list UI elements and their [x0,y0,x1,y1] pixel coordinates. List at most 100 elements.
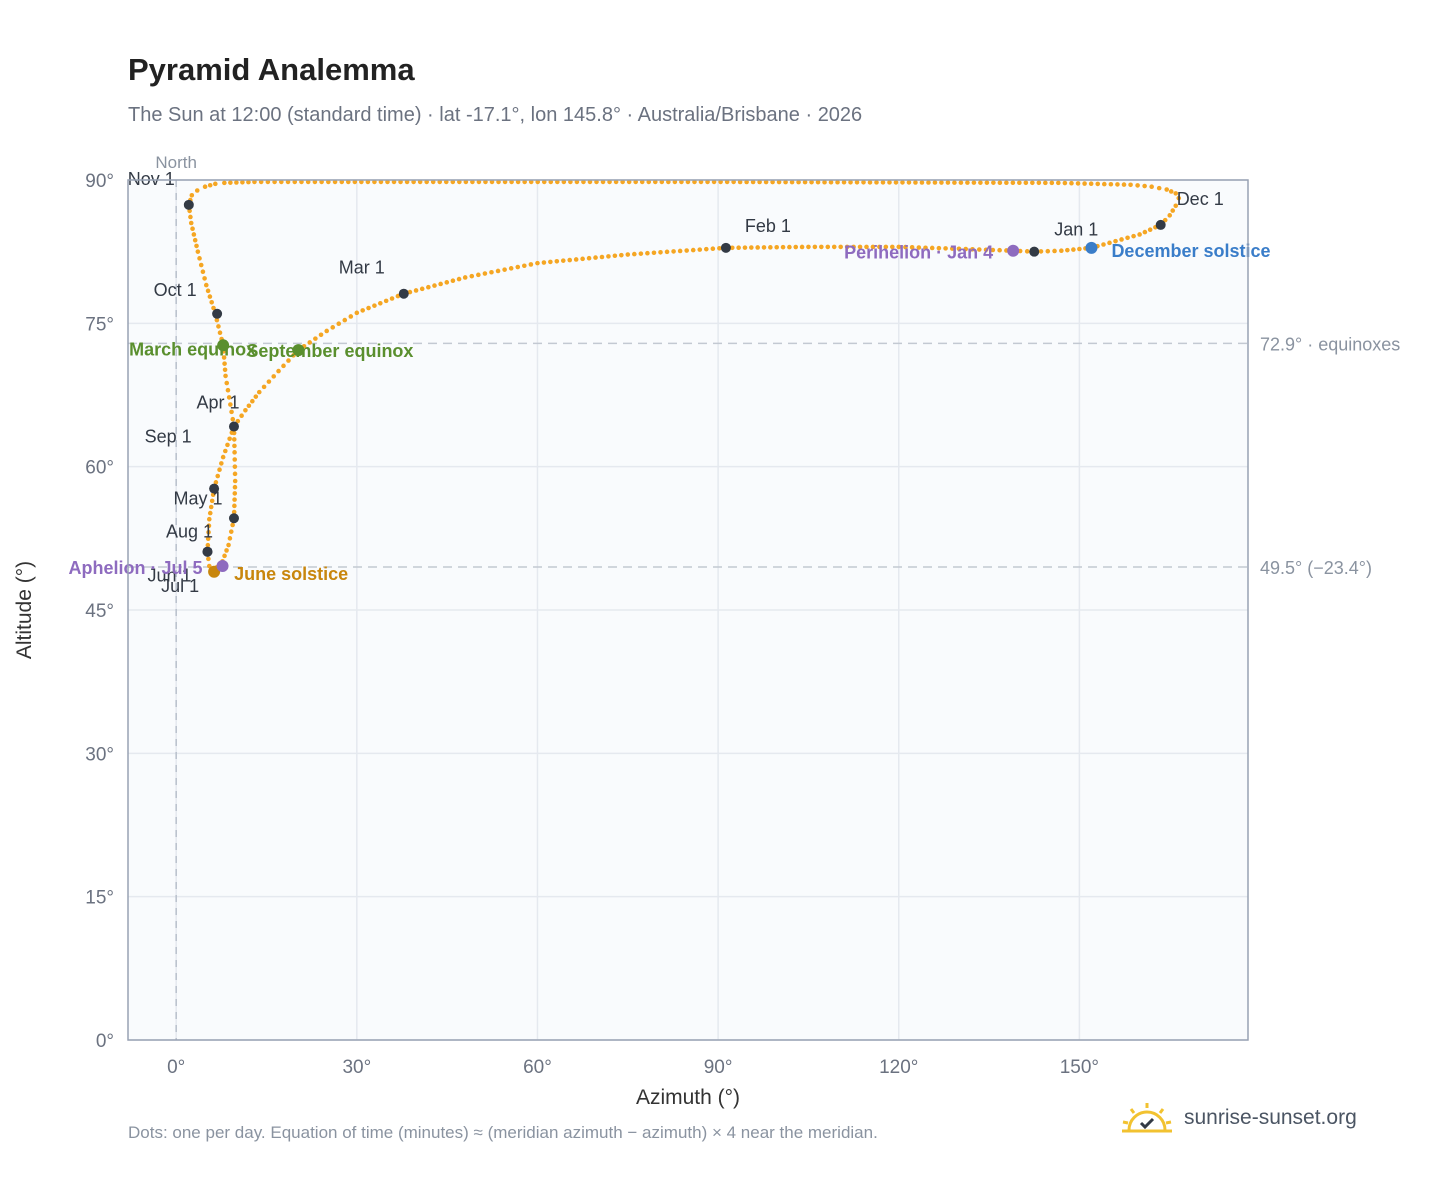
path-dot [389,296,395,301]
path-dot [956,246,962,252]
path-dot [407,289,413,295]
path-dot [626,179,632,185]
path-dot [965,180,970,185]
path-dot [893,180,899,185]
path-dot [755,245,760,250]
month-marker-label: Oct 1 [154,280,197,300]
month-marker-label: Sep 1 [145,427,192,447]
path-dot [239,413,244,419]
event-marker-dot [216,560,229,573]
path-dot [1088,181,1094,187]
path-dot [971,180,977,185]
month-marker-label: Feb 1 [745,216,791,236]
brand-name: sunrise-sunset.org [1184,1106,1357,1129]
path-dot [555,179,560,185]
meridian-label: North [155,153,197,172]
path-dot [1017,180,1022,186]
path-dot [1024,249,1030,254]
path-dot [568,179,573,185]
path-dot [240,179,245,185]
path-dot [939,180,944,185]
x-tick-label: 90° [704,1057,733,1078]
path-dot [216,324,221,329]
path-dot [319,179,324,185]
path-dot [205,288,211,294]
path-dot [206,516,212,522]
path-dot [443,179,449,185]
path-dot [880,180,886,185]
path-dot [365,179,371,185]
path-dot [211,305,216,311]
path-dot [226,395,232,400]
path-dot [652,179,658,185]
path-dot [1038,249,1044,254]
path-dot [219,461,224,466]
path-dot [783,179,788,185]
month-marker-dot [1029,246,1040,257]
path-dot [742,245,748,250]
path-dot [671,249,676,254]
path-dot [189,192,195,198]
path-dot [1052,248,1057,254]
path-dot [332,179,338,185]
path-dot [232,497,237,502]
path-dot [776,179,782,185]
path-dot [1164,187,1170,192]
month-marker-label: Nov 1 [128,169,175,189]
path-dot [593,255,598,260]
path-dot [861,180,866,185]
path-dot [926,180,931,185]
month-marker-dot [398,288,409,299]
x-tick-label: 150° [1060,1057,1099,1078]
path-dot [462,275,468,280]
path-dot [227,436,232,442]
path-dot [1102,181,1107,187]
path-dot [207,510,213,516]
path-dot [580,256,585,262]
path-dot [483,179,488,185]
path-dot [870,244,876,250]
path-dot [508,266,514,271]
path-dot [1173,191,1179,196]
path-dot [360,308,365,313]
path-dot [659,179,665,185]
path-dot [200,269,206,275]
path-dot [757,179,762,185]
path-dot [997,180,1003,185]
path-dot [198,262,204,268]
path-dot [949,246,955,251]
path-dot [620,179,625,185]
path-dot [867,180,873,185]
path-dot [217,330,223,335]
path-dot [763,179,769,185]
path-dot [737,179,743,185]
path-dot [1056,180,1061,186]
path-dot [991,180,996,185]
path-dot [913,180,918,185]
path-dot [684,248,689,253]
path-dot [581,179,586,185]
path-dot [359,179,364,185]
path-dot [228,402,233,407]
brand[interactable]: sunrise-sunset.org [1120,1100,1357,1136]
path-dot [1113,238,1118,244]
path-dot [258,179,264,185]
path-dot [342,317,348,323]
path-dot [645,250,650,256]
path-dot [943,246,948,251]
path-dot [450,179,456,185]
month-marker-label: Aug 1 [166,522,213,542]
path-dot [522,263,527,269]
path-dot [292,179,298,185]
path-dot [1059,248,1064,254]
path-dot [232,450,237,455]
event-marker-dot [1085,241,1098,254]
path-dot [232,491,238,496]
path-dot [541,179,547,185]
path-dot [554,258,560,264]
path-dot [812,244,818,250]
path-dot [463,179,469,185]
path-dot [1062,180,1068,186]
path-dot [831,244,837,250]
path-dot [261,384,267,390]
